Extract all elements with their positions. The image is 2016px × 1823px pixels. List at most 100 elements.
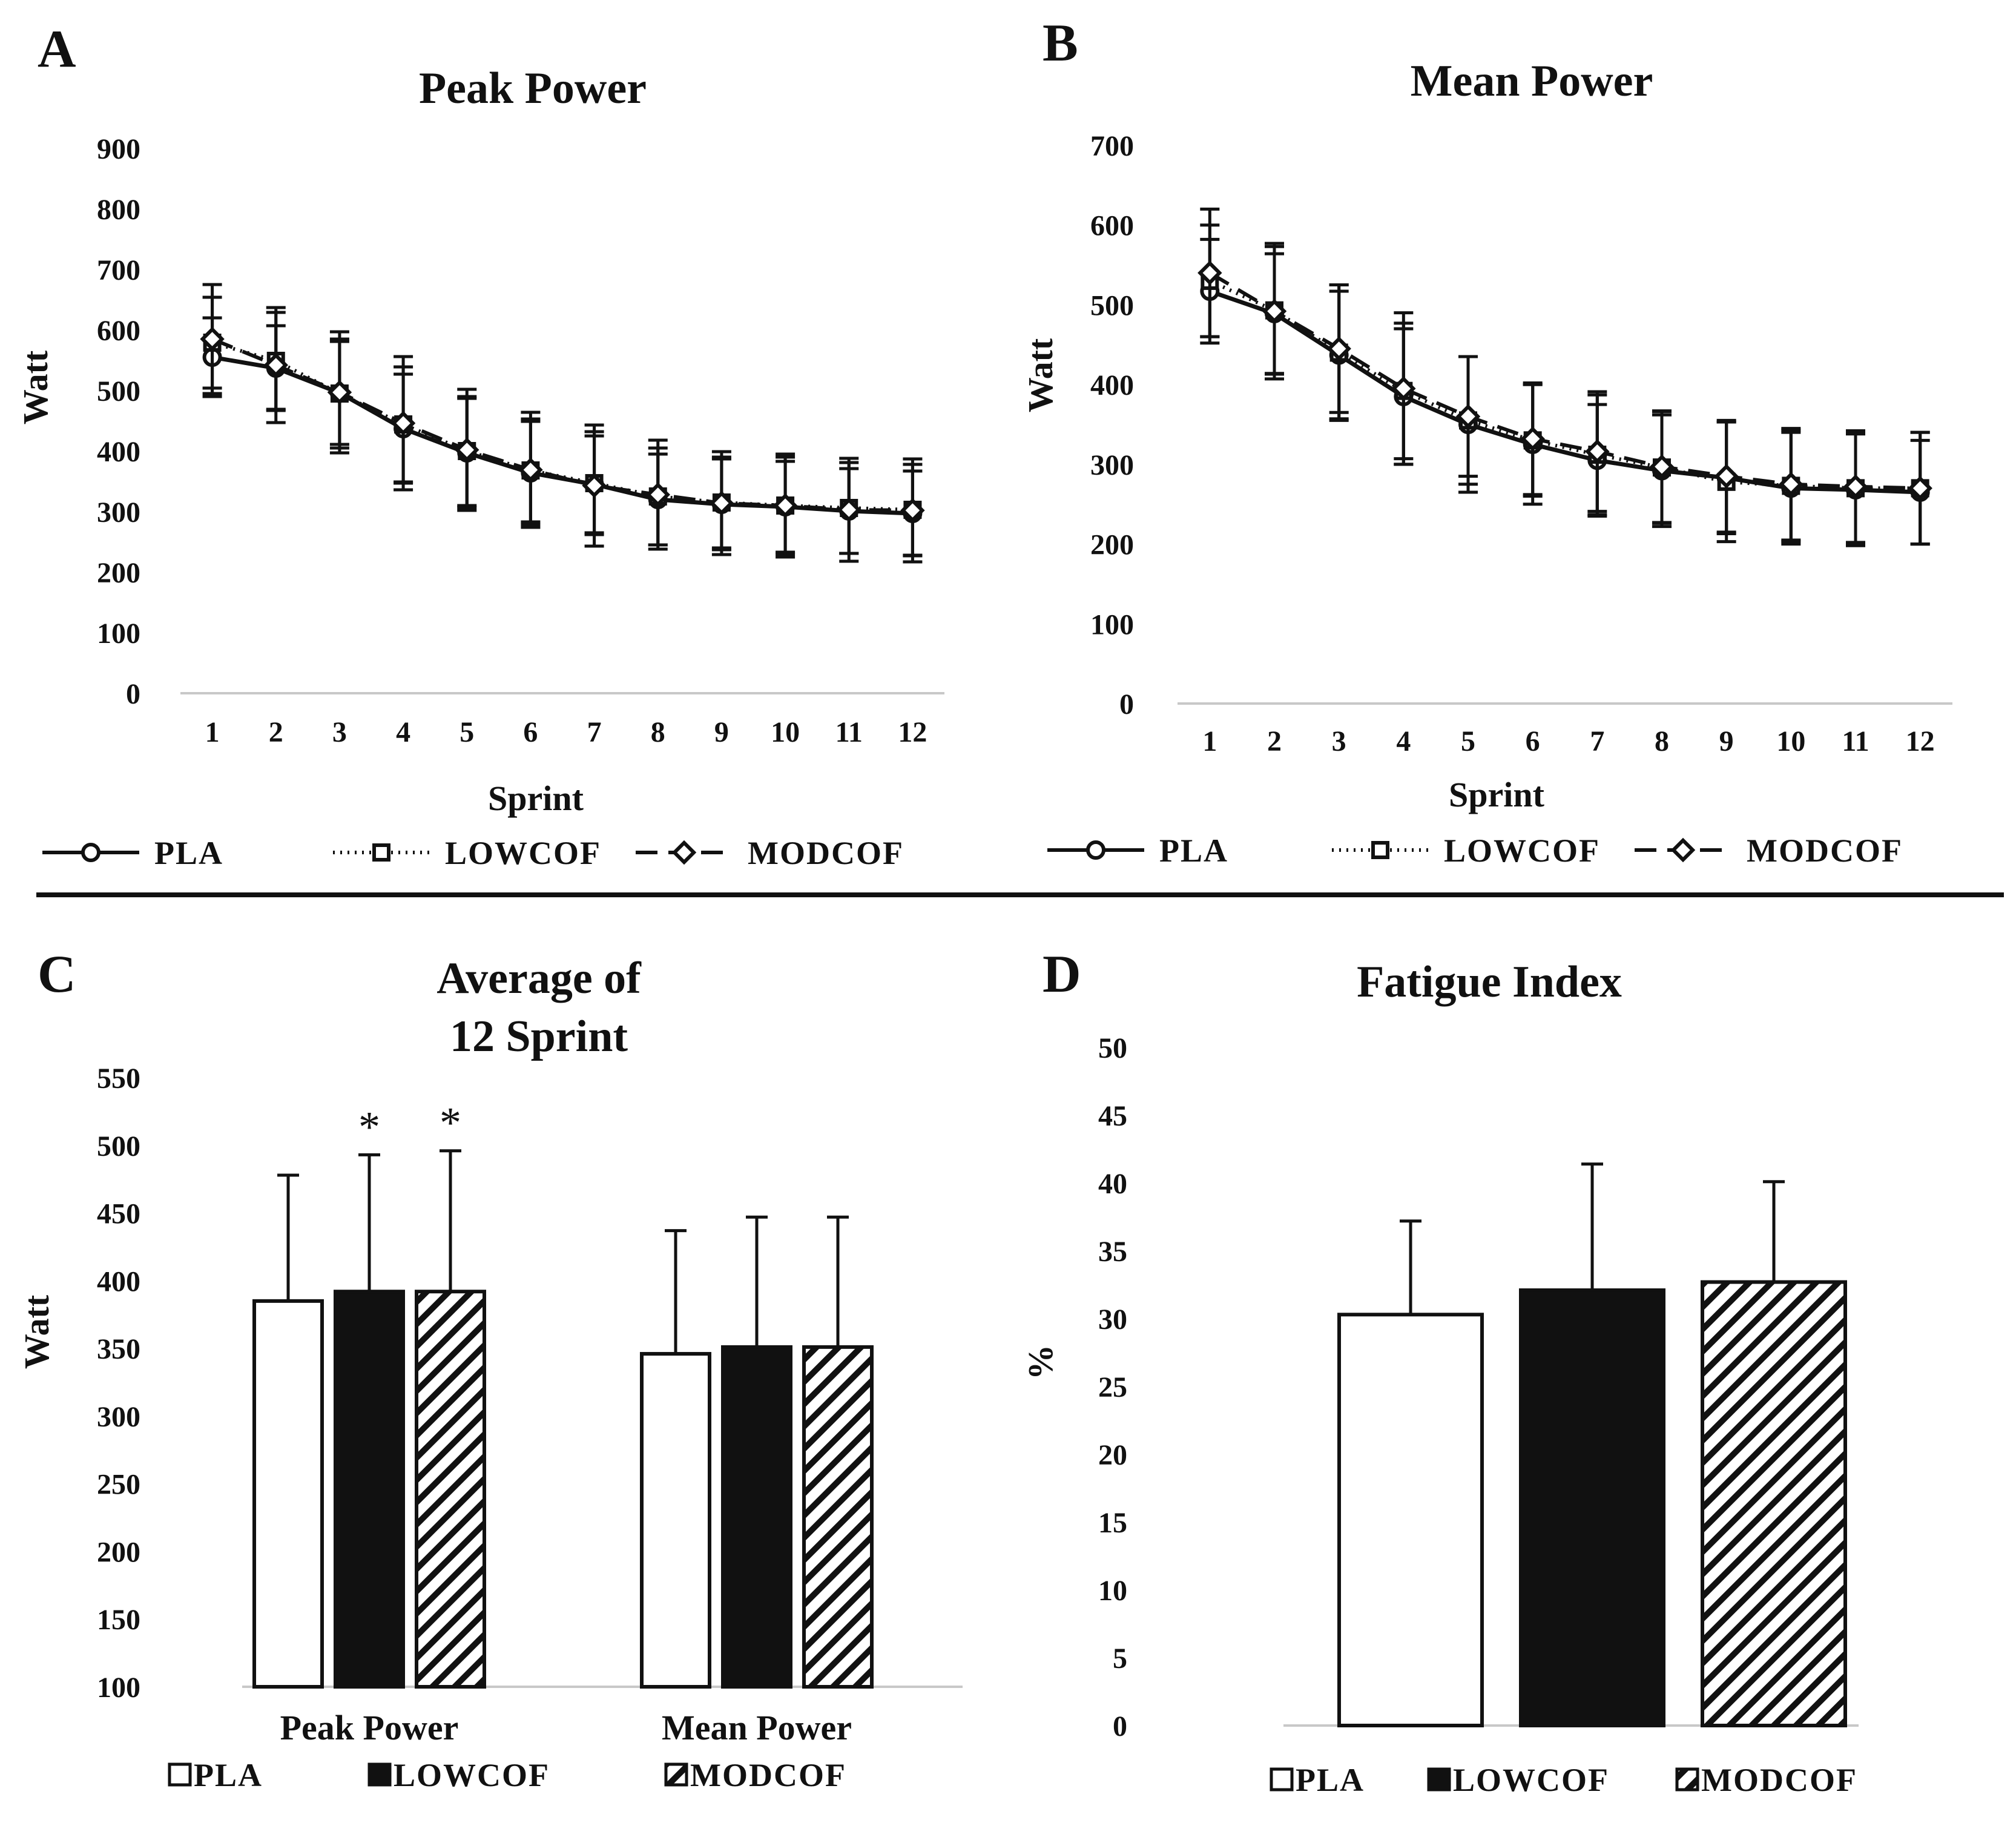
y-tick-label: 40 [1098,1168,1127,1200]
significance-marker: * [440,1099,461,1147]
y-tick-label: 300 [97,1401,140,1433]
series-line [1209,279,1920,490]
bar [1519,1288,1665,1727]
legend-label: LOWCOF [1453,1762,1609,1798]
data-point-marker [1262,298,1287,324]
series-pla [1200,237,1930,547]
data-point-marker [1585,439,1610,464]
data-point-marker [1326,336,1351,361]
y-tick-label: 10 [1098,1575,1127,1607]
y-tick-label: 550 [97,1063,140,1095]
legend-swatch [1427,1767,1451,1792]
x-tick-label: 6 [523,716,538,748]
y-tick-label: 0 [1113,1710,1127,1742]
bar-modcof [1701,1180,1847,1727]
data-point-marker [1520,426,1545,451]
x-tick-label: 8 [651,716,665,748]
y-tick-label: 0 [1119,688,1134,720]
x-tick-label: 7 [587,716,602,748]
panel-letter-d: D [1043,945,1081,1004]
y-tick-label: 450 [97,1198,140,1230]
legend-item-modcof: MODCOF [664,1757,845,1793]
y-tick-label: 400 [97,436,140,468]
data-point-marker [1086,840,1105,860]
bar [1337,1313,1484,1727]
data-point-marker [327,380,352,405]
x-tick-label: 12 [898,716,927,748]
legend-label: PLA [1159,832,1228,869]
y-tick-label: 300 [1090,449,1134,481]
bar-pla [640,1229,711,1689]
plot-area: 0 5 10 15 20 25 30 35 40 45 50 [1098,1032,1859,1742]
y-tick-label: 350 [97,1333,140,1365]
series-line [1209,289,1920,495]
x-tick-label: 11 [1842,725,1869,757]
bar-modcof [802,1215,874,1689]
data-point-marker [1371,841,1389,859]
bar [1701,1280,1847,1727]
bar [252,1299,324,1689]
bar [334,1290,405,1689]
x-tick-label: 9 [714,716,729,748]
data-point-marker [372,843,390,862]
bar-lowcof: * [334,1103,405,1689]
data-point-marker [1649,454,1675,480]
bar-lowcof [721,1215,792,1689]
y-tick-label: 30 [1098,1304,1127,1336]
y-tick-label: 400 [1090,369,1134,401]
data-point-marker [1908,476,1932,501]
legend: PLA LOWCOF MODCOF [42,835,904,871]
legend-item-pla: PLA [42,835,223,871]
data-point-marker [582,473,607,498]
data-point-marker [1714,464,1739,489]
y-tick-label: 250 [97,1469,140,1501]
series-line [211,341,913,512]
panel-c: C Average of 12 Sprint Watt 100 150 200 250… [17,945,963,1793]
y-tick-label: 200 [97,557,140,589]
x-tick-label: 2 [269,716,283,748]
series-line [211,355,913,516]
legend-label: MODCOF [748,835,904,871]
y-axis-label: Watt [17,1294,56,1369]
bar-pla [252,1173,324,1689]
x-category-label: Peak Power [280,1708,459,1747]
series-pla [202,316,923,558]
y-tick-label: 500 [97,375,140,407]
x-tick-label: 2 [1267,725,1282,757]
legend-item-pla: PLA [1047,832,1228,869]
panel-letter-a: A [38,20,76,79]
y-axis-label: Watt [16,350,55,424]
y-tick-label: 0 [126,678,140,710]
legend-label: LOWCOF [445,835,601,871]
y-tick-label: 300 [97,496,140,529]
data-point-marker [200,326,225,352]
panel-a: A Peak Power Sprint Watt 0 100 200 300 400 50… [16,20,944,871]
bar-modcof: * [415,1099,486,1689]
x-tick-label: 9 [1719,725,1734,757]
legend-swatch [664,1762,688,1787]
legend-item-modcof: MODCOF [636,835,904,871]
x-tick-label: 3 [332,716,347,748]
y-tick-label: 700 [1090,130,1134,162]
chart-title: Fatigue Index [1357,957,1622,1007]
legend-label: MODCOF [1747,832,1903,869]
legend-item-lowcof: LOWCOF [1332,832,1599,869]
x-tick-label: 8 [1655,725,1669,757]
x-category-label: Mean Power [662,1708,852,1747]
legend-label: PLA [154,835,223,871]
legend-item-lowcof: LOWCOF [367,1757,548,1793]
y-tick-label: 200 [1090,529,1134,561]
legend-label: MODCOF [1701,1762,1857,1798]
x-tick-label: 10 [771,716,800,748]
y-tick-label: 900 [97,133,140,165]
data-point-marker [390,410,416,436]
plot-area: 100 150 200 250 300 350 400 450 500 550 Peak Power… [97,1063,963,1747]
legend-item-pla: PLA [168,1757,262,1793]
x-tick-label: 4 [1396,725,1411,757]
data-point-marker [837,497,861,523]
y-tick-label: 50 [1098,1032,1127,1064]
x-tick-label: 1 [1202,725,1217,757]
y-tick-label: 150 [97,1604,140,1636]
